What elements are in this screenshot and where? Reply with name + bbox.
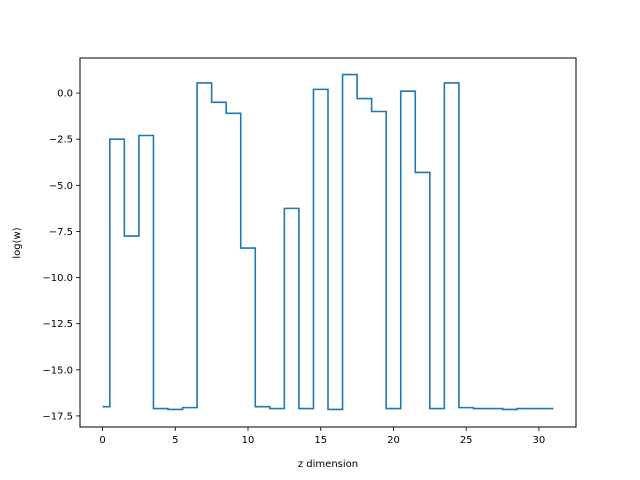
axes-frame xyxy=(79,57,577,428)
y-tick-label: 0.0 xyxy=(57,89,73,100)
y-tick-label: −15.0 xyxy=(42,365,73,376)
y-tick-label: −5.0 xyxy=(49,181,73,192)
x-tick-label: 10 xyxy=(242,435,255,446)
y-tick-label: −7.5 xyxy=(49,227,73,238)
y-tick-label: −10.0 xyxy=(42,273,73,284)
x-tick-label: 20 xyxy=(387,435,400,446)
y-axis-label: log(w) xyxy=(12,227,23,258)
x-tick-label: 5 xyxy=(172,435,178,446)
x-tick-label: 30 xyxy=(533,435,546,446)
series-line xyxy=(102,73,554,411)
x-axis-label: z dimension xyxy=(298,459,358,470)
x-axis: 0 5 10 15 20 25 30 xyxy=(99,427,545,446)
plot-area xyxy=(102,73,554,411)
y-tick-label: −12.5 xyxy=(42,319,73,330)
x-tick-label: 15 xyxy=(314,435,327,446)
x-tick-label: 0 xyxy=(99,435,105,446)
x-tick-label: 25 xyxy=(460,435,473,446)
y-tick-label: −2.5 xyxy=(49,135,73,146)
y-axis: 0.0 −2.5 −5.0 −7.5 −10.0 −12.5 −15.0 −17.5 xyxy=(42,89,80,422)
y-tick-label: −17.5 xyxy=(42,411,73,422)
